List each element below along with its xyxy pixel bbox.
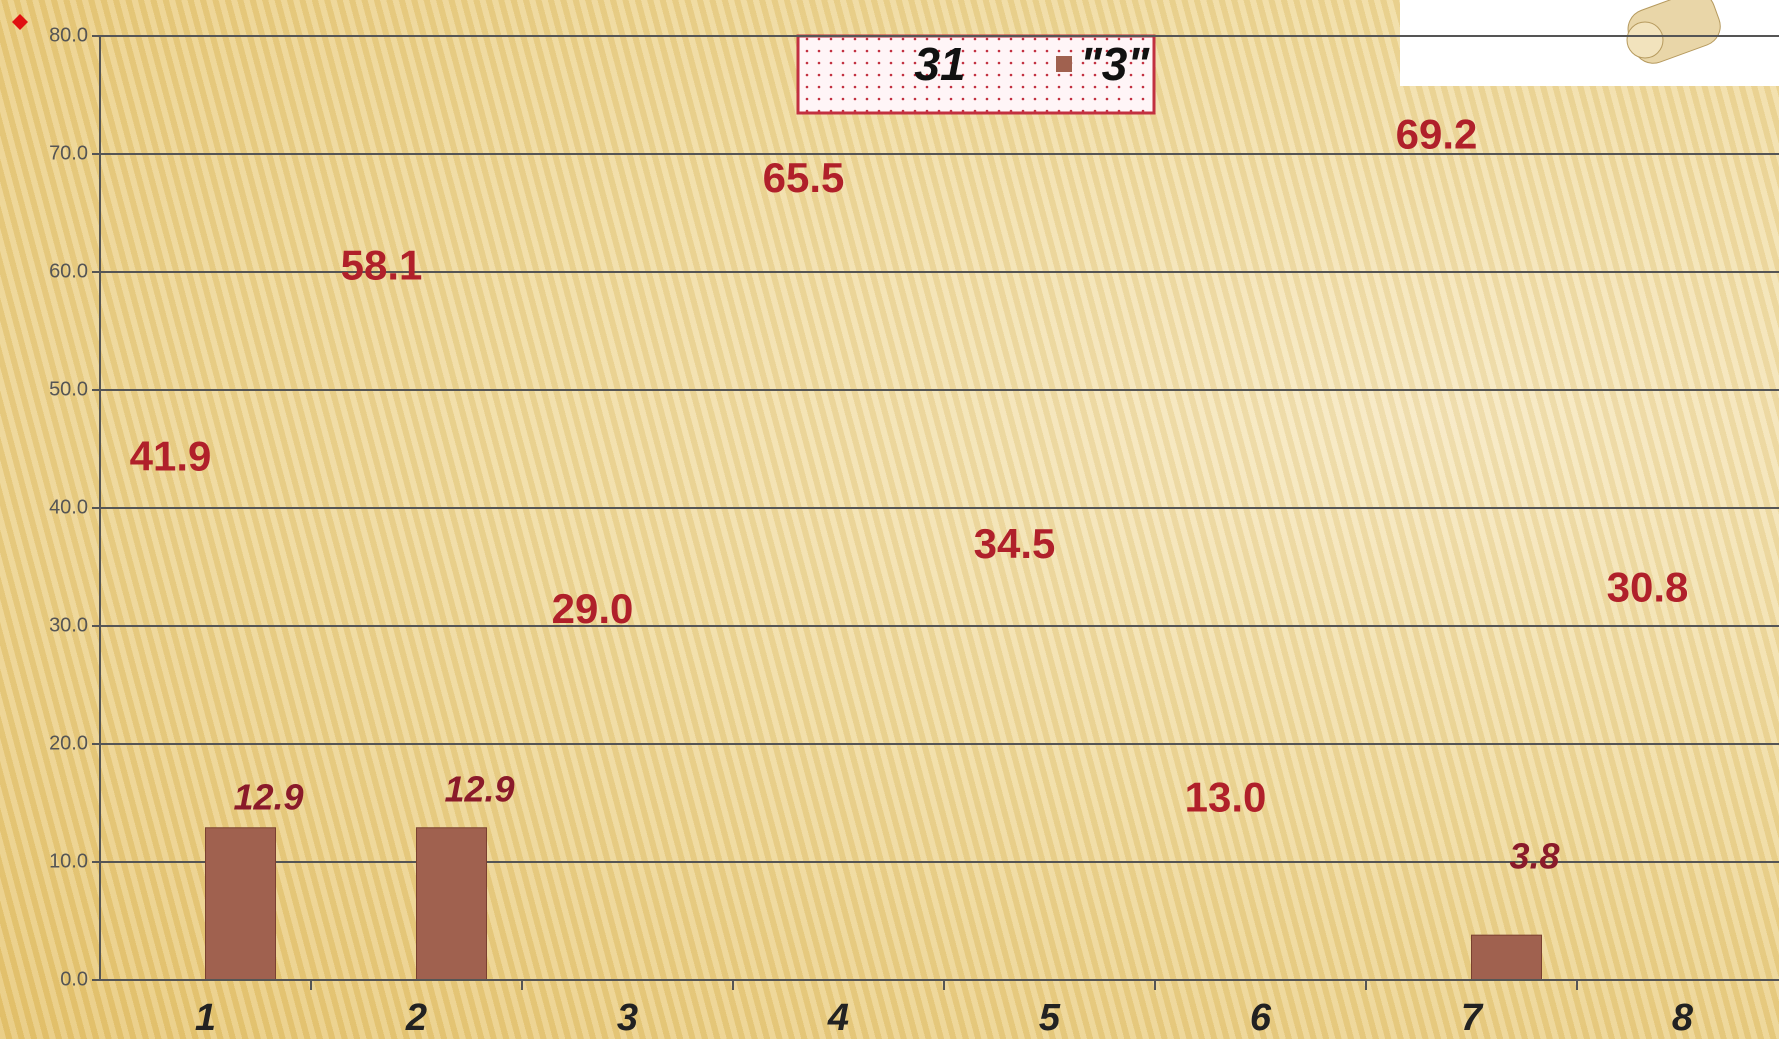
- y-tick-label: 70.0: [49, 142, 88, 164]
- scroll-icon: [1626, 0, 1721, 64]
- point: [169, 484, 173, 488]
- point: [380, 292, 384, 296]
- y-tick-label: 0.0: [60, 968, 88, 990]
- point: [802, 205, 806, 209]
- marker-diamond: [12, 14, 28, 30]
- point: [1646, 615, 1650, 619]
- point: [1435, 161, 1439, 165]
- y-tick-label: 50.0: [49, 378, 88, 400]
- x-tick-label: 3: [617, 997, 638, 1039]
- y-tick-label: 30.0: [49, 614, 88, 636]
- y-tick-label: 10.0: [49, 850, 88, 872]
- x-tick-label: 7: [1461, 997, 1484, 1039]
- value-label: 12.9: [444, 768, 514, 809]
- legend-label: 31: [914, 38, 965, 90]
- y-tick-label: 80.0: [49, 24, 88, 46]
- x-tick-label: 5: [1039, 997, 1061, 1039]
- value-label: 12.9: [233, 776, 303, 817]
- y-tick-label: 20.0: [49, 732, 88, 754]
- x-tick-label: 6: [1250, 997, 1272, 1039]
- value-label: 58.1: [341, 242, 423, 289]
- legend: 31 "3": [796, 34, 1156, 115]
- point: [591, 636, 595, 640]
- bar: [416, 827, 487, 981]
- corner-panel: [1400, 0, 1779, 86]
- x-tick-label: 1: [195, 997, 216, 1039]
- legend-swatch: [1056, 56, 1072, 72]
- point: [1224, 825, 1228, 829]
- value-label: 34.5: [974, 520, 1056, 567]
- point: [1013, 571, 1017, 575]
- value-label: 69.2: [1396, 111, 1478, 158]
- y-tick-label: 60.0: [49, 260, 88, 282]
- bar: [205, 827, 276, 981]
- x-tick-label: 8: [1672, 997, 1694, 1039]
- x-tick-label: 4: [827, 997, 849, 1039]
- value-label: 65.5: [763, 154, 845, 201]
- value-label: 41.9: [130, 433, 212, 480]
- value-label: 29.0: [552, 585, 634, 632]
- legend-label: "3": [1080, 38, 1150, 90]
- y-tick-label: 40.0: [49, 496, 88, 518]
- value-label: 3.8: [1509, 836, 1559, 877]
- value-label: 13.0: [1185, 774, 1267, 821]
- value-label: 30.8: [1607, 564, 1689, 611]
- bar: [1471, 934, 1542, 981]
- x-tick-label: 2: [405, 997, 427, 1039]
